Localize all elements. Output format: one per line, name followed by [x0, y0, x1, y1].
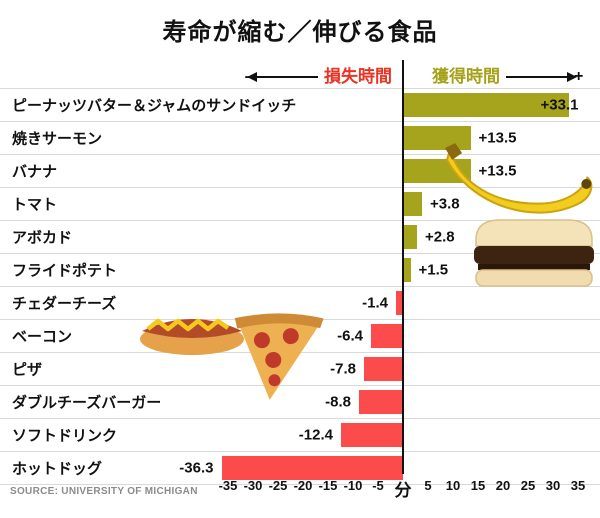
axis-center-line	[402, 60, 404, 474]
category-label: ホットドッグ	[12, 460, 103, 478]
chart-row: トマト +3.8	[0, 188, 600, 221]
category-label: ソフトドリンク	[12, 427, 118, 445]
loss-bar	[359, 390, 403, 414]
axis-tick: -20	[293, 478, 313, 493]
axis-tick: 25	[520, 478, 536, 493]
chart-row: フライドポテト +1.5	[0, 254, 600, 287]
category-label: ベーコン	[12, 328, 73, 346]
chart-row: 焼きサーモン +13.5	[0, 122, 600, 155]
sandwich-image	[470, 214, 598, 292]
value-label: +1.5	[418, 261, 449, 279]
loss-time-label: 損失時間	[324, 67, 392, 86]
axis-tick: 5	[424, 478, 432, 493]
chart-row: ダブルチーズバーガー -8.8	[0, 386, 600, 419]
banana-image	[441, 119, 600, 233]
axis-tick: -10	[343, 478, 363, 493]
gain-bar	[403, 258, 411, 282]
category-label: ピーナッツバター＆ジャムのサンドイッチ	[12, 97, 297, 115]
chart-row: ホットドッグ -36.3	[0, 452, 600, 485]
axis-tick: 20	[495, 478, 511, 493]
gain-bar	[403, 225, 417, 249]
chart-row: ピーナッツバター＆ジャムのサンドイッチ +33.1	[0, 89, 600, 122]
axis-tick: -30	[243, 478, 263, 493]
axis-tick: 30	[545, 478, 561, 493]
category-label: 焼きサーモン	[12, 130, 103, 148]
hotdog-image	[136, 297, 248, 357]
gain-bar	[403, 93, 569, 117]
category-label: トマト	[12, 196, 58, 214]
x-axis: -35 -30 -25 -20 -15 -10 -5 分 5 10 15 20 25 30 35	[0, 478, 600, 500]
category-label: チェダーチーズ	[12, 295, 117, 313]
loss-bar	[341, 423, 403, 447]
source-credit: SOURCE: UNIVERSITY OF MICHIGAN	[10, 486, 198, 497]
axis-tick: -5	[372, 478, 384, 493]
chart-row: アボカド +2.8	[0, 221, 600, 254]
value-label: +13.5	[478, 129, 517, 147]
category-label: ピザ	[12, 361, 43, 379]
left-arrow-icon	[247, 72, 318, 82]
axis-tick: -25	[268, 478, 288, 493]
value-label: +33.1	[540, 96, 579, 114]
value-label: +13.5	[478, 162, 517, 180]
plus-sign: +	[574, 68, 584, 85]
category-label: アボカド	[12, 229, 73, 247]
axis-tick: 10	[445, 478, 461, 493]
category-label: フライドポテト	[12, 262, 118, 280]
gain-time-legend: 獲得時間 +	[432, 62, 583, 87]
value-label: -7.8	[330, 360, 356, 378]
loss-bar	[396, 291, 403, 315]
category-label: バナナ	[12, 163, 58, 181]
axis-tick: -15	[318, 478, 338, 493]
value-label: +3.8	[430, 195, 460, 213]
loss-bar	[364, 357, 403, 381]
loss-time-legend: -損失時間	[245, 62, 392, 87]
category-label: ダブルチーズバーガー	[12, 394, 162, 412]
chart-row: ピザ -7.8	[0, 353, 600, 386]
right-arrow-icon	[506, 72, 577, 82]
loss-bar	[221, 456, 403, 480]
value-label: +2.8	[425, 228, 455, 246]
bar-rows: ピーナッツバター＆ジャムのサンドイッチ +33.1 焼きサーモン +13.5 バナナ +1…	[0, 88, 600, 485]
value-label: -12.4	[298, 426, 333, 444]
value-label: -36.3	[179, 459, 214, 477]
gain-time-label: 獲得時間	[432, 67, 500, 86]
axis-unit-label: 分	[394, 481, 412, 500]
loss-bar	[371, 324, 403, 348]
chart-row: ソフトドリンク -12.4	[0, 419, 600, 452]
axis-tick: 15	[470, 478, 486, 493]
value-label: -6.4	[337, 327, 363, 345]
page-title: 寿命が縮む／伸びる食品	[162, 19, 438, 46]
pizza-image	[220, 300, 329, 410]
value-label: -8.8	[325, 393, 351, 411]
axis-tick: -35	[218, 478, 238, 493]
axis-tick: 35	[570, 478, 586, 493]
value-label: -1.4	[362, 294, 388, 312]
gain-bar	[403, 192, 422, 216]
gain-bar	[403, 126, 471, 150]
